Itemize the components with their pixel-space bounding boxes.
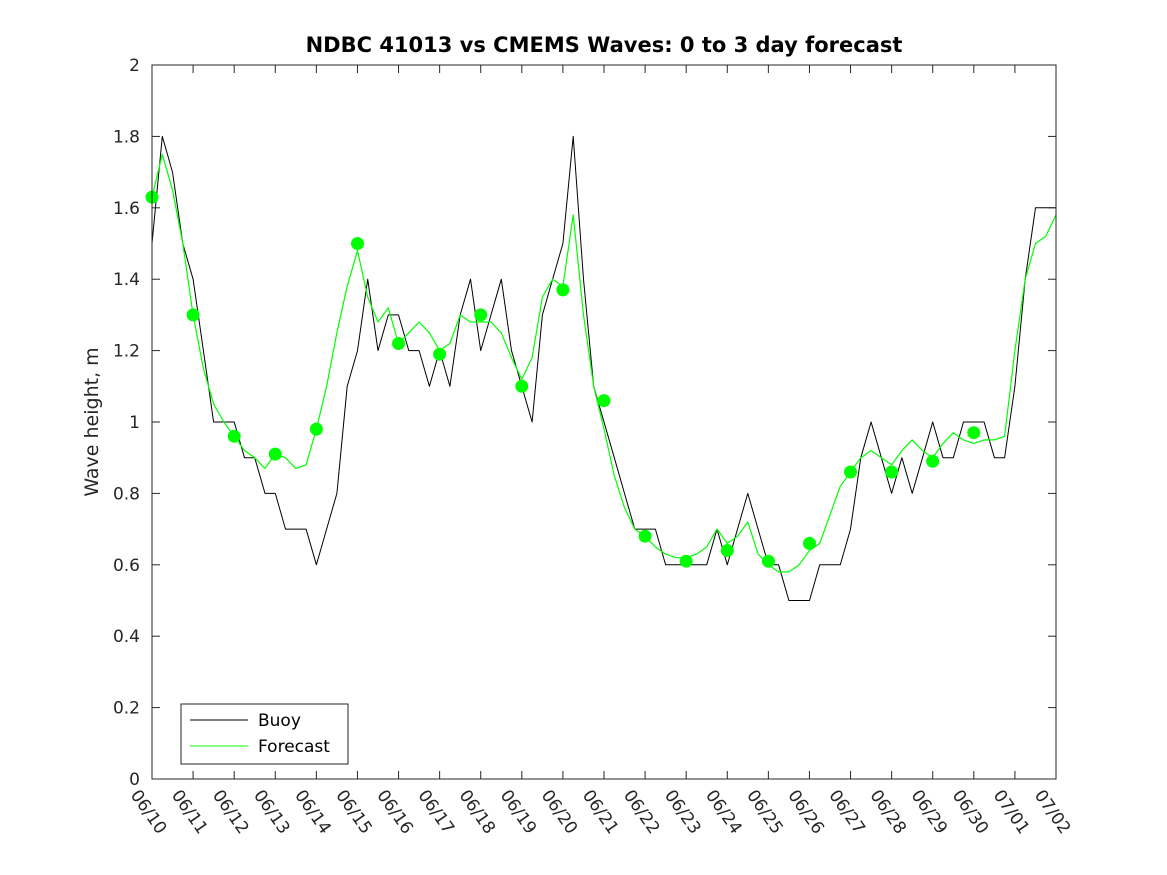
y-tick-label: 0: [129, 770, 140, 790]
series-layer: [151, 135, 1057, 601]
x-tick-label: 06/26: [783, 786, 827, 838]
y-tick-label: 0.6: [113, 556, 140, 576]
y-tick-label: 1.6: [113, 199, 140, 219]
forecast-marker: [638, 529, 652, 543]
forecast-marker: [309, 422, 323, 436]
chart-title: NDBC 41013 vs CMEMS Waves: 0 to 3 day fo…: [306, 33, 903, 57]
x-tick-label: 06/10: [126, 786, 170, 838]
y-tick-label: 1.2: [113, 342, 140, 362]
y-tick-label: 1: [129, 413, 140, 433]
forecast-marker: [474, 308, 488, 322]
x-tick-label: 06/27: [824, 786, 868, 838]
x-tick-label: 07/01: [989, 786, 1033, 838]
legend-box: [180, 703, 349, 765]
forecast-marker: [761, 554, 775, 568]
x-tick-label: 06/13: [249, 786, 293, 838]
x-tick-label: 06/30: [948, 786, 992, 838]
x-tick-label: 07/02: [1030, 786, 1074, 838]
x-tick-label: 06/28: [866, 786, 910, 838]
forecast-marker: [720, 544, 734, 557]
y-axis-label: Wave height, m: [81, 347, 103, 496]
forecast-marker: [556, 283, 570, 297]
forecast-marker: [679, 554, 693, 568]
forecast-marker: [268, 447, 282, 461]
x-tick-label: 06/25: [742, 786, 786, 838]
legend-label-forecast: Forecast: [258, 737, 330, 757]
forecast-marker: [597, 394, 611, 408]
x-tick-label: 06/23: [660, 786, 704, 838]
forecast-marker: [515, 379, 529, 393]
x-tick-label: 06/11: [167, 786, 211, 838]
forecast-marker: [885, 465, 899, 479]
x-tick-label: 06/15: [331, 786, 375, 838]
y-tick-label: 2: [129, 56, 140, 76]
forecast-marker: [803, 536, 816, 550]
x-tick-label: 06/24: [701, 786, 745, 838]
legend-label-buoy: Buoy: [258, 711, 301, 731]
y-tick-label: 0.4: [113, 627, 140, 647]
x-tick-label: 06/22: [619, 786, 663, 838]
forecast-marker: [926, 454, 940, 468]
x-tick-label: 06/20: [537, 786, 581, 838]
x-tick-label: 06/21: [578, 786, 622, 838]
legend: Buoy Forecast: [180, 703, 349, 765]
x-tick-label: 06/16: [372, 786, 416, 838]
forecast-marker: [844, 465, 857, 479]
forecast-marker: [392, 337, 405, 350]
forecast-marker: [967, 426, 981, 440]
y-tick-label: 0.8: [113, 484, 140, 504]
series-line-buoy: [151, 135, 1056, 601]
y-axis: 0 0.2 0.4 0.6 0.8 1 1.2 1.4 1.6 1.8 2: [113, 56, 1056, 790]
x-tick-label: 06/12: [208, 786, 252, 838]
y-tick-label: 0.2: [113, 699, 140, 719]
forecast-marker: [351, 237, 364, 250]
forecast-marker: [433, 347, 447, 361]
forecast-marker: [227, 429, 241, 443]
forecast-marker: [186, 308, 200, 322]
y-tick-label: 1.4: [113, 270, 140, 290]
y-tick-label: 1.8: [113, 127, 140, 147]
x-tick-label: 06/17: [414, 786, 458, 838]
x-tick-label: 06/19: [496, 786, 540, 838]
series-line-forecast: [151, 153, 1057, 573]
x-tick-label: 06/29: [907, 786, 951, 838]
x-tick-label: 06/18: [455, 786, 499, 838]
x-tick-label: 06/14: [290, 786, 334, 838]
